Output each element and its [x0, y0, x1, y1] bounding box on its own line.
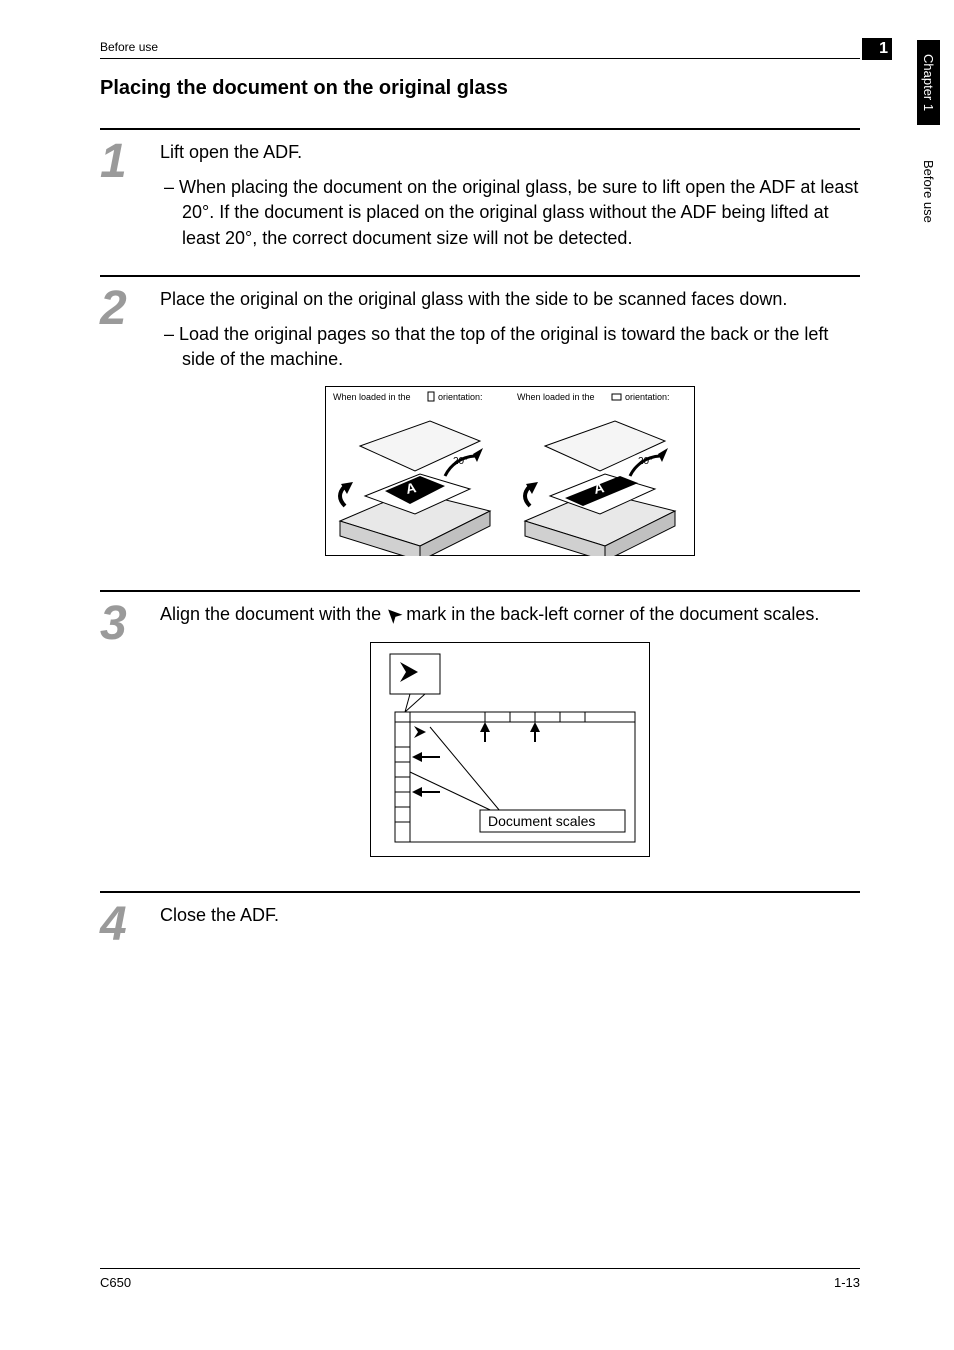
step-text: Close the ADF.: [160, 903, 860, 928]
step-text: Place the original on the original glass…: [160, 287, 860, 312]
orientation-diagram: When loaded in the orientation: When loa…: [325, 386, 695, 556]
step-sub: When placing the document on the origina…: [160, 175, 860, 251]
section-title: Placing the document on the original gla…: [100, 77, 860, 100]
side-tab-section: Before use: [917, 150, 940, 233]
step-3: 3 Align the document with the ➤ mark in …: [100, 590, 860, 866]
step-body: Align the document with the ➤ mark in th…: [160, 602, 860, 866]
step-number: 2: [100, 287, 160, 567]
running-head-text: Before use: [100, 40, 158, 54]
diagram-label-right: When loaded in the: [517, 392, 595, 402]
document-scales-label: Document scales: [488, 813, 595, 829]
angle-label: 20°: [453, 456, 468, 467]
diagram-label-left: When loaded in the: [333, 392, 411, 402]
step-text: Lift open the ADF.: [160, 140, 860, 165]
page-footer: C650 1-13: [100, 1268, 860, 1290]
step-body: Lift open the ADF. When placing the docu…: [160, 140, 860, 251]
step-body: Close the ADF.: [160, 903, 860, 946]
step-text: Align the document with the ➤ mark in th…: [160, 602, 860, 627]
step-4: 4 Close the ADF.: [100, 891, 860, 946]
step-number: 4: [100, 903, 160, 946]
step-number: 3: [100, 602, 160, 866]
step-body: Place the original on the original glass…: [160, 287, 860, 567]
running-head: Before use 1: [100, 40, 860, 59]
step-1: 1 Lift open the ADF. When placing the do…: [100, 128, 860, 251]
svg-text:20°: 20°: [638, 456, 653, 467]
svg-text:orientation:: orientation:: [625, 392, 670, 402]
document-scales-diagram: Document scales: [370, 642, 650, 857]
chapter-number-badge: 1: [862, 38, 892, 60]
step-2: 2 Place the original on the original gla…: [100, 275, 860, 567]
footer-page-number: 1-13: [834, 1275, 860, 1290]
footer-model: C650: [100, 1275, 131, 1290]
svg-text:orientation:: orientation:: [438, 392, 483, 402]
step-sub: Load the original pages so that the top …: [160, 322, 860, 372]
step-number: 1: [100, 140, 160, 251]
page-content: Before use 1 Placing the document on the…: [100, 40, 860, 970]
side-tab-chapter: Chapter 1: [917, 40, 940, 125]
